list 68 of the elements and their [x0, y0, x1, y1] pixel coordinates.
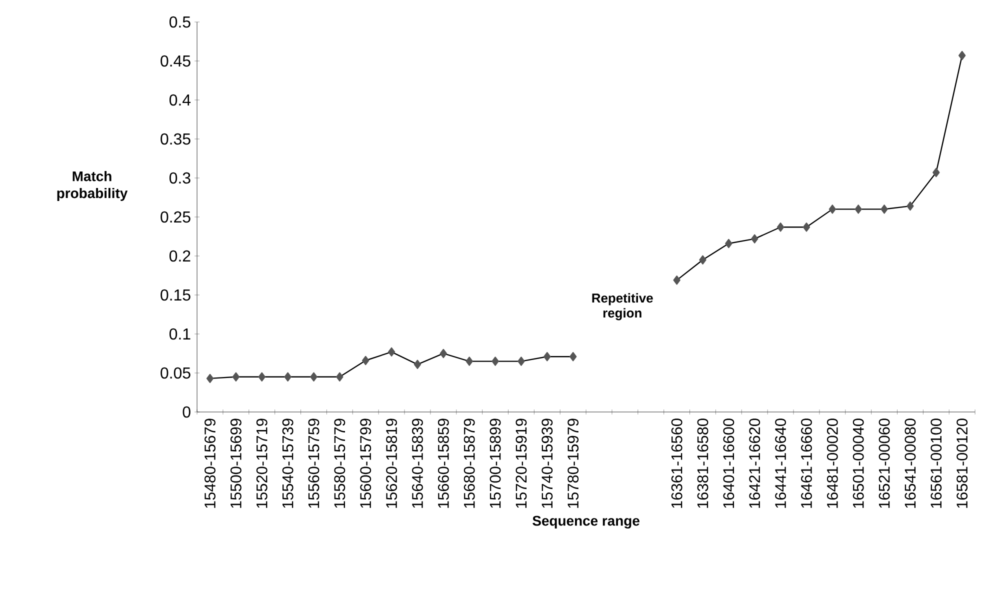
point	[569, 352, 577, 362]
x-tick-label: 15520-15719	[256, 418, 268, 508]
point	[362, 356, 370, 366]
point	[880, 204, 888, 214]
x-tick-label: 16481-00020	[826, 418, 838, 508]
y-tick-label: 0	[182, 406, 190, 418]
point	[440, 348, 448, 358]
x-tick-label: 15700-15899	[490, 418, 501, 508]
y-axis-title: Match probability	[57, 171, 128, 201]
x-tick-label: 15640-15839	[412, 418, 423, 508]
x-tick-label: 15740-15939	[542, 418, 553, 508]
x-tick-label: 16421-16620	[749, 418, 760, 508]
point	[284, 372, 292, 382]
x-tick-label: 16541-00080	[904, 418, 916, 508]
x-tick-label: 15600-15799	[360, 418, 372, 508]
point	[258, 372, 266, 382]
x-tick-label: 16581-00120	[956, 418, 968, 508]
x-tick-label: 16401-16600	[723, 418, 734, 508]
y-tick-label: 0.4	[169, 94, 191, 106]
point	[958, 50, 966, 60]
x-axis-title: Sequence range	[532, 516, 640, 529]
y-tick-label: 0.2	[169, 250, 190, 262]
y-tick-label: 0.15	[160, 289, 190, 301]
y-tick-label: 0.1	[169, 328, 190, 340]
point	[492, 356, 499, 366]
x-tick-label: 16381-16580	[697, 418, 708, 508]
x-tick-label: 15620-15819	[386, 418, 398, 508]
x-tick-label: 15720-15919	[516, 418, 527, 508]
x-tick-label: 16521-00060	[878, 418, 890, 508]
point	[776, 222, 784, 232]
point	[854, 204, 862, 214]
point	[206, 374, 214, 384]
x-tick-label: 15560-15759	[308, 418, 320, 508]
x-tick-label: 16461-16660	[801, 418, 812, 508]
point	[414, 360, 422, 370]
point	[388, 347, 396, 357]
x-tick-label: 15780-15979	[568, 418, 579, 508]
x-tick-label: 15480-15679	[204, 418, 216, 508]
x-tick-label: 15580-15779	[334, 418, 346, 508]
x-tick-label: 16361-16560	[671, 418, 682, 508]
annotation: Repetitive region	[592, 293, 653, 320]
x-tick-label: 16441-16640	[775, 418, 786, 508]
x-tick-label: 15540-15739	[282, 418, 294, 508]
point	[673, 276, 680, 285]
x-tick-label: 15680-15879	[464, 418, 475, 508]
y-tick-label: 0.25	[160, 211, 190, 223]
point	[828, 204, 836, 214]
point	[906, 201, 914, 211]
x-tick-label: 16561-00100	[930, 418, 942, 508]
y-tick-label: 0.35	[160, 133, 190, 145]
x-tick-label: 15660-15859	[438, 418, 449, 508]
y-tick-label: 0.05	[160, 367, 190, 379]
point	[336, 372, 344, 382]
point	[466, 356, 473, 366]
y-tick-label: 0.45	[160, 55, 190, 67]
point	[232, 372, 240, 382]
point	[725, 238, 732, 248]
point	[802, 222, 810, 232]
x-tick-label: 15500-15699	[230, 418, 242, 508]
point	[751, 234, 758, 244]
y-tick-label: 0.5	[169, 16, 190, 28]
point	[544, 352, 551, 362]
point	[310, 372, 318, 382]
point	[518, 356, 525, 366]
point	[699, 255, 706, 264]
x-tick-label: 16501-00040	[852, 418, 864, 508]
point	[932, 168, 940, 178]
y-tick-label: 0.3	[169, 172, 190, 184]
